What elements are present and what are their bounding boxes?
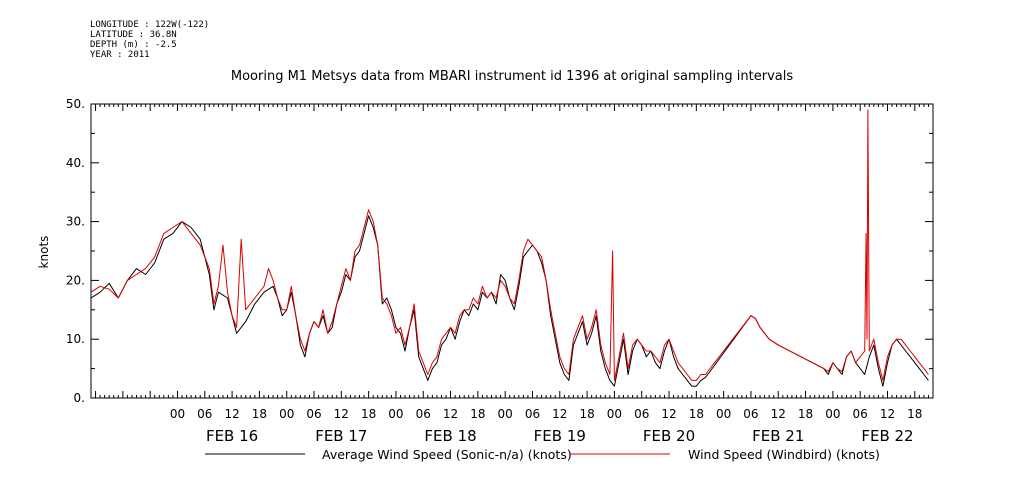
y-tick-label: 0. — [74, 391, 85, 405]
year-label: YEAR : 2011 — [90, 50, 150, 60]
x-tick-label: 06 — [743, 407, 758, 421]
x-tick-label: 06 — [634, 407, 649, 421]
plot-frame — [90, 103, 934, 399]
x-tick-label: 12 — [443, 407, 458, 421]
longitude-label: LONGITUDE : 122W(-122) — [90, 20, 210, 30]
series-windbird-line — [90, 109, 929, 381]
legend-label: Average Wind Speed (Sonic-n/a) (knots) — [322, 447, 572, 462]
metadata-block: LONGITUDE : 122W(-122) LATITUDE : 36.8N … — [90, 20, 209, 60]
x-tick-label: 06 — [306, 407, 321, 421]
x-tick-label: 18 — [579, 407, 594, 421]
latitude-label: LATITUDE : 36.8N — [90, 30, 177, 40]
date-label: FEB 18 — [424, 427, 476, 445]
chart-title: Mooring M1 Metsys data from MBARI instru… — [231, 69, 793, 84]
legend-label: Wind Speed (Windbird) (knots) — [688, 447, 880, 462]
x-tick-label: 00 — [388, 407, 403, 421]
x-tick-label: 06 — [416, 407, 431, 421]
x-tick-label: 12 — [552, 407, 567, 421]
x-axis-ticks: 00 06 12 18 00 06 12 18 00 06 12 18 00 06 12 18 00 06 12 18… — [90, 104, 934, 445]
x-tick-label: 00 — [498, 407, 513, 421]
series-sonic-line — [90, 215, 929, 387]
x-tick-label: 18 — [907, 407, 922, 421]
x-tick-label: 12 — [771, 407, 786, 421]
x-tick-label: 06 — [197, 407, 212, 421]
x-tick-label: 12 — [224, 407, 239, 421]
x-tick-label: 00 — [716, 407, 731, 421]
date-label: FEB 22 — [861, 427, 913, 445]
x-tick-label: 18 — [361, 407, 376, 421]
date-label: FEB 21 — [752, 427, 804, 445]
y-tick-label: 10. — [66, 332, 85, 346]
date-label: FEB 19 — [534, 427, 586, 445]
x-tick-label: 00 — [170, 407, 185, 421]
legend: Average Wind Speed (Sonic-n/a) (knots) Wi… — [205, 447, 880, 462]
x-tick-label: 06 — [525, 407, 540, 421]
date-label: FEB 17 — [315, 427, 367, 445]
y-tick-label: 50. — [66, 97, 85, 111]
x-tick-label: 12 — [334, 407, 349, 421]
series-layer — [90, 109, 929, 387]
x-tick-label: 18 — [252, 407, 267, 421]
x-tick-label: 00 — [825, 407, 840, 421]
y-axis-label: knots — [37, 236, 51, 269]
x-tick-label: 06 — [853, 407, 868, 421]
x-tick-label: 18 — [470, 407, 485, 421]
y-tick-label: 20. — [66, 273, 85, 287]
x-tick-label: 18 — [689, 407, 704, 421]
date-label: FEB 16 — [206, 427, 258, 445]
x-tick-label: 12 — [661, 407, 676, 421]
x-tick-label: 18 — [798, 407, 813, 421]
y-tick-label: 40. — [66, 156, 85, 170]
depth-label: DEPTH (m) : -2.5 — [90, 40, 177, 50]
y-tick-label: 30. — [66, 215, 85, 229]
x-tick-label: 00 — [607, 407, 622, 421]
x-tick-label: 12 — [880, 407, 895, 421]
y-axis-ticks: 0. 10. 20. 30. 40. 50. — [66, 97, 933, 405]
date-label: FEB 20 — [643, 427, 695, 445]
x-tick-label: 00 — [279, 407, 294, 421]
